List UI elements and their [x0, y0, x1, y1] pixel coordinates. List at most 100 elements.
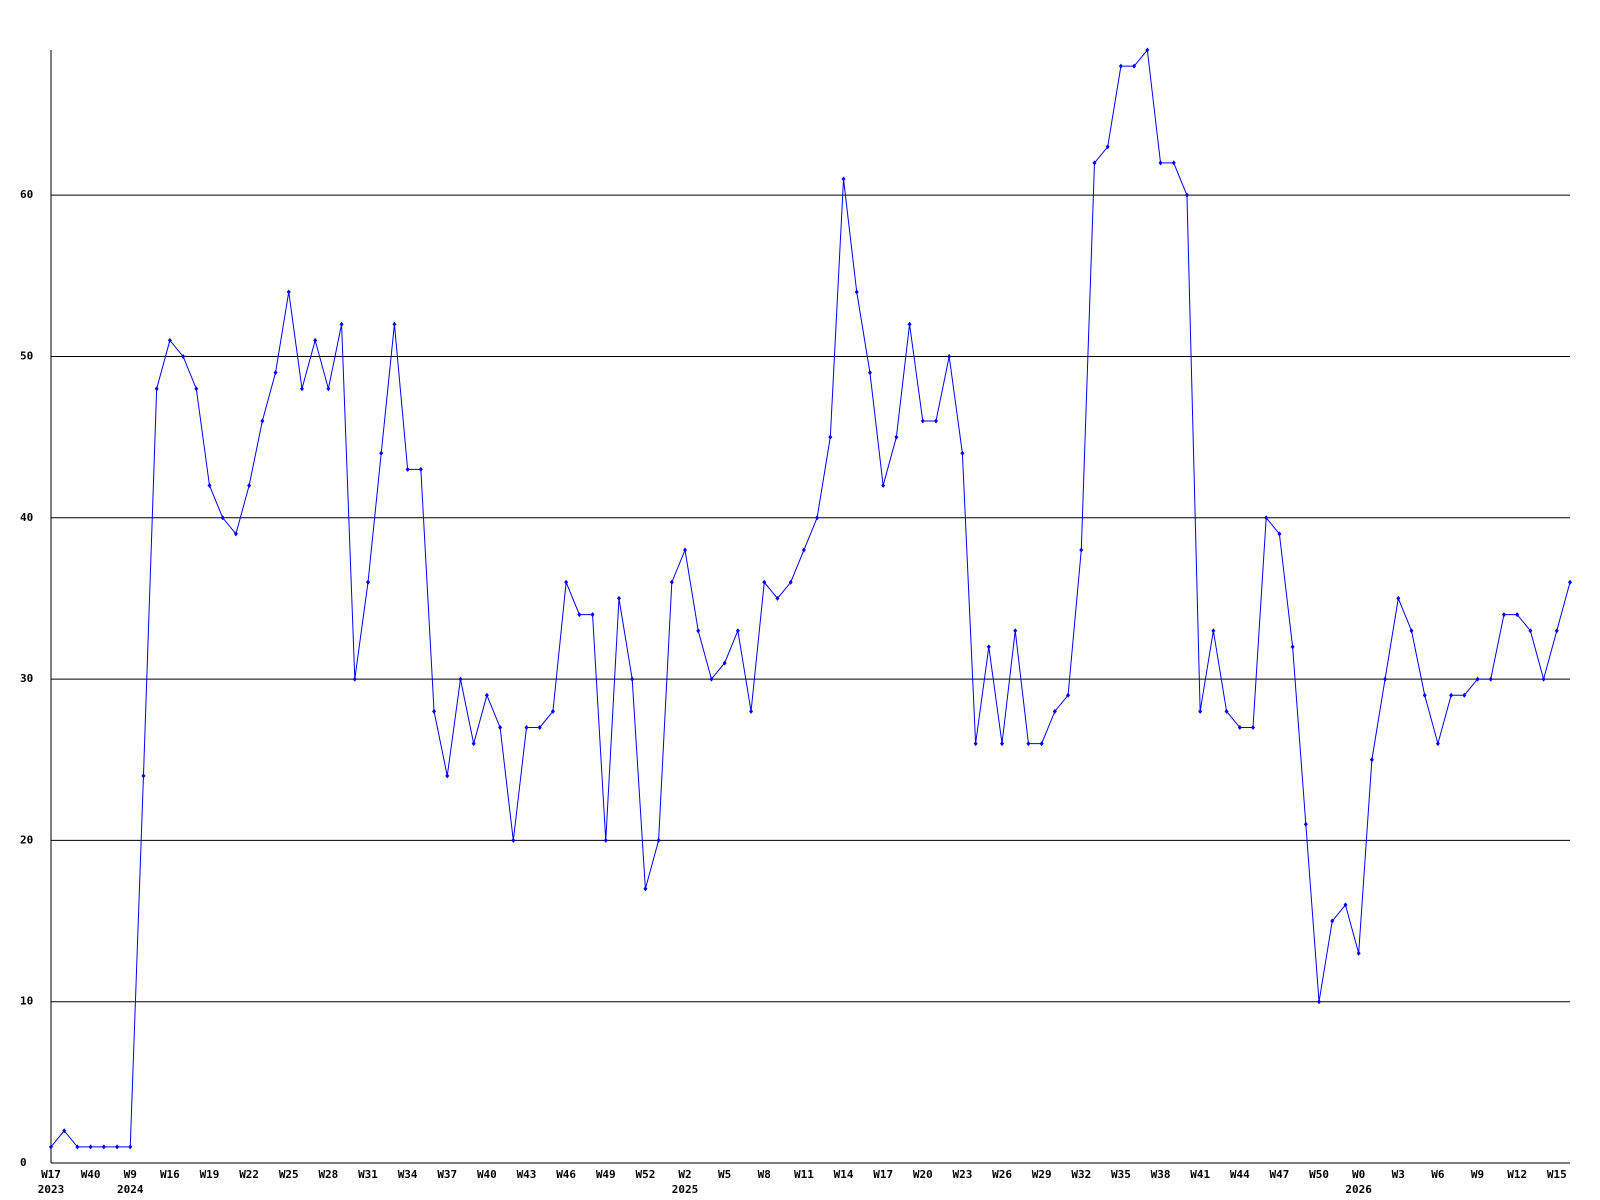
data-point [960, 450, 965, 456]
x-tick-label: W5 [718, 1168, 731, 1181]
data-point [115, 1144, 120, 1150]
data-point [233, 531, 238, 537]
x-tick-label: W23 [952, 1168, 972, 1181]
data-point [62, 1128, 67, 1134]
data-point [735, 628, 740, 634]
data-point [669, 579, 674, 585]
y-tick-label: 0 [20, 1156, 27, 1169]
data-point [1171, 160, 1176, 166]
data-point [405, 466, 410, 472]
x-tick-label: W29 [1032, 1168, 1052, 1181]
data-point [458, 676, 463, 682]
data-point [564, 579, 569, 585]
data-point [815, 515, 820, 521]
data-point [683, 547, 688, 553]
data-point [696, 628, 701, 634]
x-tick-label: W15 [1547, 1168, 1567, 1181]
data-point [1290, 644, 1295, 650]
data-point [1237, 724, 1242, 730]
x-tick-label: W44 [1230, 1168, 1250, 1181]
data-point [445, 773, 450, 779]
data-point [141, 773, 146, 779]
data-point [1000, 741, 1005, 747]
data-point [1422, 692, 1427, 698]
data-point [1105, 144, 1110, 150]
data-point [273, 370, 278, 376]
x-tick-label: W17 [873, 1168, 893, 1181]
x-tick-label: W9 [1471, 1168, 1484, 1181]
x-tick-label: W8 [758, 1168, 771, 1181]
data-point [524, 724, 529, 730]
data-point [299, 386, 304, 392]
x-tick-label: W6 [1431, 1168, 1445, 1181]
data-point [762, 579, 767, 585]
data-point [1184, 192, 1189, 198]
data-point [722, 660, 727, 666]
data-point [1026, 741, 1031, 747]
data-point [484, 692, 489, 698]
data-point [352, 676, 357, 682]
data-point [1541, 676, 1546, 682]
x-tick-label: W20 [913, 1168, 933, 1181]
data-point [775, 595, 780, 601]
x-tick-label: W14 [834, 1168, 854, 1181]
x-tick-label: W28 [318, 1168, 338, 1181]
x-tick-label: W32 [1071, 1168, 1091, 1181]
x-tick-label: W40 [477, 1168, 497, 1181]
y-tick-label: 40 [20, 511, 33, 524]
data-point [313, 337, 318, 343]
data-point [1515, 612, 1520, 618]
x-year-label: 2023 [38, 1183, 65, 1196]
data-point [1383, 676, 1388, 682]
data-point [167, 337, 172, 343]
data-point [590, 612, 595, 618]
data-point [1277, 531, 1282, 537]
data-point [392, 321, 397, 327]
data-point [801, 547, 806, 553]
data-point [1145, 47, 1150, 53]
data-point [630, 676, 635, 682]
x-tick-label: W41 [1190, 1168, 1210, 1181]
x-tick-label: W2 [678, 1168, 691, 1181]
data-point [49, 1144, 53, 1150]
x-tick-label: W26 [992, 1168, 1012, 1181]
data-point [1039, 741, 1044, 747]
y-tick-label: 20 [20, 833, 33, 846]
x-year-label: 2025 [672, 1183, 699, 1196]
data-point [920, 418, 925, 424]
data-point [1013, 628, 1018, 634]
data-point [432, 708, 437, 714]
data-point [75, 1144, 80, 1150]
x-year-label: 2024 [117, 1183, 144, 1196]
data-point [907, 321, 912, 327]
data-point [1369, 757, 1374, 763]
data-point [1052, 708, 1057, 714]
x-tick-label: W50 [1309, 1168, 1329, 1181]
data-point [749, 708, 754, 714]
data-point [1501, 612, 1506, 618]
data-point [220, 515, 225, 521]
data-point [867, 370, 872, 376]
data-point [1356, 950, 1361, 956]
data-point [656, 837, 661, 843]
data-point [247, 483, 252, 489]
data-point [101, 1144, 106, 1150]
x-tick-label: W35 [1111, 1168, 1131, 1181]
data-point [1435, 741, 1440, 747]
x-tick-label: W19 [200, 1168, 220, 1181]
data-point [933, 418, 938, 424]
data-point [894, 434, 899, 440]
data-point [194, 386, 199, 392]
data-point [1092, 160, 1097, 166]
data-point [1066, 692, 1071, 698]
data-point [616, 595, 621, 601]
data-point [1198, 708, 1203, 714]
data-point [1462, 692, 1467, 698]
data-point [511, 837, 516, 843]
data-point [207, 483, 212, 489]
data-point [1449, 692, 1454, 698]
data-point [1250, 724, 1255, 730]
data-point [1132, 63, 1137, 69]
